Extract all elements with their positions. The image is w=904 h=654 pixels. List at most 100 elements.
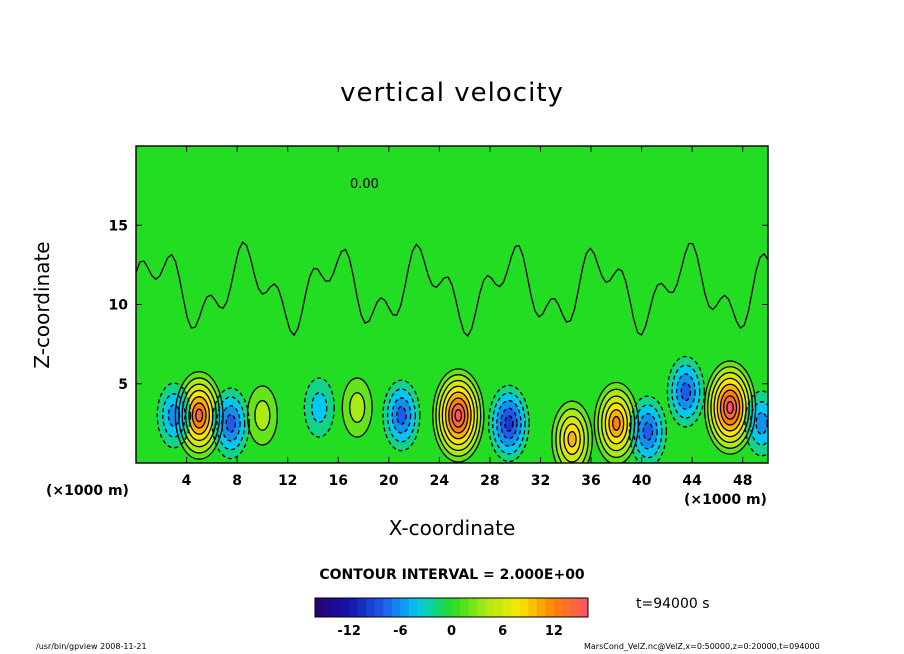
contour-line: [349, 392, 366, 423]
contour-line: [303, 377, 335, 438]
colorbar-tick-label: -6: [393, 624, 407, 639]
field-band: [226, 414, 236, 433]
contour-line: [181, 383, 217, 448]
colorbar-band: [494, 598, 504, 617]
colorbar-band: [545, 598, 555, 617]
zero-contour: [136, 241, 768, 338]
x-tick-label: 28: [480, 473, 499, 489]
time-label: t=94000 s: [636, 596, 710, 612]
y-axis-ticks: 5 10 15: [109, 218, 768, 393]
x-tick-label: 36: [581, 473, 600, 489]
contour-line: [680, 382, 692, 402]
contour-line: [311, 392, 328, 423]
field-band: [504, 415, 513, 431]
field-band: [568, 431, 577, 447]
contour-line: [642, 421, 654, 441]
x-tick-label: 44: [682, 473, 702, 489]
field-cell-1: [157, 383, 191, 448]
colorbar: -12 -6 0 6 12: [314, 597, 589, 639]
colorbar-frame: [314, 597, 589, 618]
field-cell-2: [212, 388, 250, 459]
field-band: [455, 409, 462, 422]
contour-line: [195, 408, 204, 423]
contour-line: [246, 385, 278, 446]
field-band: [254, 400, 270, 431]
x-tick-label: 12: [278, 473, 297, 489]
colorbar-band: [502, 598, 512, 617]
x-unit-right: (×1000 m): [684, 492, 767, 508]
field-cell-3: [247, 385, 278, 445]
contour-line: [633, 404, 663, 459]
contour-line: [601, 395, 632, 452]
x-tick-label: 24: [430, 473, 450, 489]
contour-line: [638, 413, 658, 450]
plot-area: 0.00: [135, 145, 769, 464]
colorbar-band: [434, 598, 444, 617]
colorbar-band: [451, 598, 461, 617]
contour-line: [341, 377, 373, 438]
y-tick-label: 15: [109, 218, 128, 234]
field-cell-11: [629, 396, 667, 463]
contour-lines: [136, 241, 768, 463]
colorbar-band: [315, 598, 325, 617]
contour-line: [628, 395, 668, 463]
contour-line: [254, 400, 271, 431]
contour-line: [225, 413, 237, 433]
contour-line: [755, 411, 768, 435]
contour-line: [391, 397, 412, 434]
contour-line: [726, 401, 734, 414]
contour-line: [167, 404, 181, 427]
contour-line: [211, 387, 250, 460]
field-band: [311, 392, 327, 423]
colorbar-band: [425, 598, 435, 617]
field-cell-5: [342, 378, 373, 438]
colorbar-band: [383, 598, 393, 617]
colorbar-tick-label: 6: [498, 624, 507, 639]
colorbar-tick-label: 0: [447, 624, 456, 639]
contour-interval-text: CONTOUR INTERVAL = 2.000E+00: [319, 567, 585, 583]
colorbar-tick-label: 12: [545, 624, 563, 639]
contour-line: [396, 406, 407, 425]
field-cell-4: [304, 378, 335, 438]
x-tick-label: 8: [232, 473, 242, 489]
colorbar-band: [477, 598, 487, 617]
colorbar-band: [366, 598, 376, 617]
contour-line: [188, 396, 211, 435]
x-tick-label: 16: [328, 473, 347, 489]
contour-line: [716, 383, 744, 432]
contour-line: [608, 409, 625, 438]
contour-line: [451, 403, 466, 428]
colorbar-band: [323, 598, 333, 617]
contour-line: [441, 385, 475, 446]
x-unit-left: (×1000 m): [46, 483, 129, 499]
contour-line: [432, 368, 485, 463]
contour-line: [719, 389, 741, 426]
colorbar-band: [408, 598, 418, 617]
contour-line: [191, 402, 207, 429]
footer-left: /usr/bin/gpview 2008-11-21: [36, 642, 147, 651]
colorbar-band: [485, 598, 495, 617]
colorbar-band: [340, 598, 350, 617]
y-tick-label: 5: [118, 377, 128, 393]
colorbar-band: [579, 598, 589, 617]
field-band: [612, 416, 620, 431]
contour-line: [749, 401, 768, 446]
colorbar-band: [570, 598, 580, 617]
contour-line: [713, 377, 747, 438]
colorbar-band: [417, 598, 427, 617]
y-tick-label: 10: [109, 298, 129, 314]
colorbar-band: [553, 598, 563, 617]
field-band: [681, 382, 691, 401]
x-tick-label: 32: [531, 473, 550, 489]
contour-line: [551, 400, 593, 463]
contour-line: [496, 399, 522, 447]
colorbar-band: [400, 598, 410, 617]
contour-line: [500, 407, 518, 440]
field-band: [396, 406, 407, 425]
x-axis-ticks: 4 8 12 16 20 24 28 32 36 40 44 48: [182, 146, 752, 489]
colorbar-band: [536, 598, 546, 617]
contour-line: [220, 405, 241, 442]
colorbar-band: [460, 598, 470, 617]
x-tick-label: 48: [733, 473, 752, 489]
